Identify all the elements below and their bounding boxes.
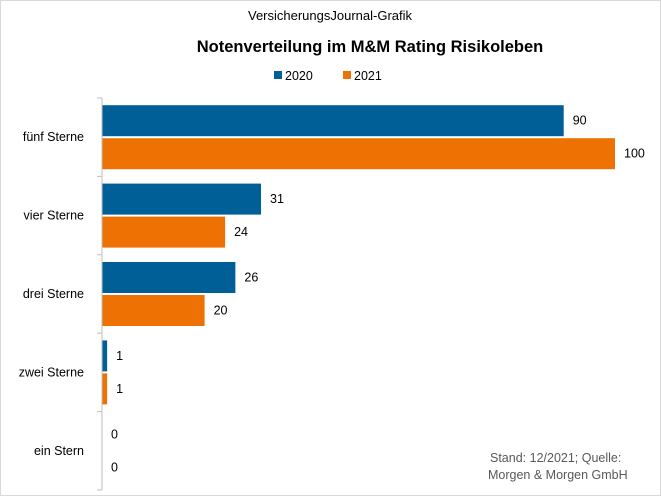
- data-label-2021: 24: [234, 225, 248, 239]
- bar-2021: [102, 138, 615, 170]
- bar-2020: [102, 262, 236, 293]
- category-label: zwei Sterne: [19, 365, 84, 379]
- data-label-2021: 100: [624, 147, 645, 161]
- category-label: vier Sterne: [24, 209, 84, 223]
- legend-label-2021: 2021: [354, 69, 382, 83]
- legend: 2020 2021: [274, 69, 382, 83]
- data-label-2020: 90: [573, 114, 587, 128]
- data-label-2021: 0: [111, 460, 118, 474]
- data-label-2020: 0: [111, 427, 118, 441]
- legend-swatch-2020: [274, 71, 282, 79]
- data-label-2021: 20: [214, 304, 228, 318]
- axis-ticks: fünf Sterne vier Sterne drei Sterne zwei St…: [19, 97, 102, 491]
- bar-2021: [102, 216, 226, 248]
- bar-2020: [102, 340, 108, 372]
- source-note-line2: Morgen & Morgen GmbH: [488, 468, 628, 482]
- header-text: VersicherungsJournal-Grafik: [248, 8, 413, 23]
- bar-2020: [102, 105, 564, 137]
- bar-2020: [102, 183, 262, 215]
- category-label: fünf Sterne: [23, 130, 84, 144]
- data-label-2021: 1: [116, 382, 123, 396]
- data-label-2020: 26: [244, 271, 258, 285]
- data-label-2020: 31: [270, 192, 284, 206]
- chart-title: Notenverteilung im M&M Rating Risikolebe…: [197, 38, 544, 56]
- category-label: ein Stern: [34, 444, 84, 458]
- data-label-2020: 1: [116, 349, 123, 363]
- legend-label-2020: 2020: [285, 69, 313, 83]
- source-note-line1: Stand: 12/2021; Quelle:: [490, 451, 621, 465]
- bar-2021: [102, 295, 205, 326]
- category-label: drei Sterne: [23, 287, 84, 301]
- bar-2021: [102, 373, 108, 405]
- legend-swatch-2021: [343, 71, 351, 79]
